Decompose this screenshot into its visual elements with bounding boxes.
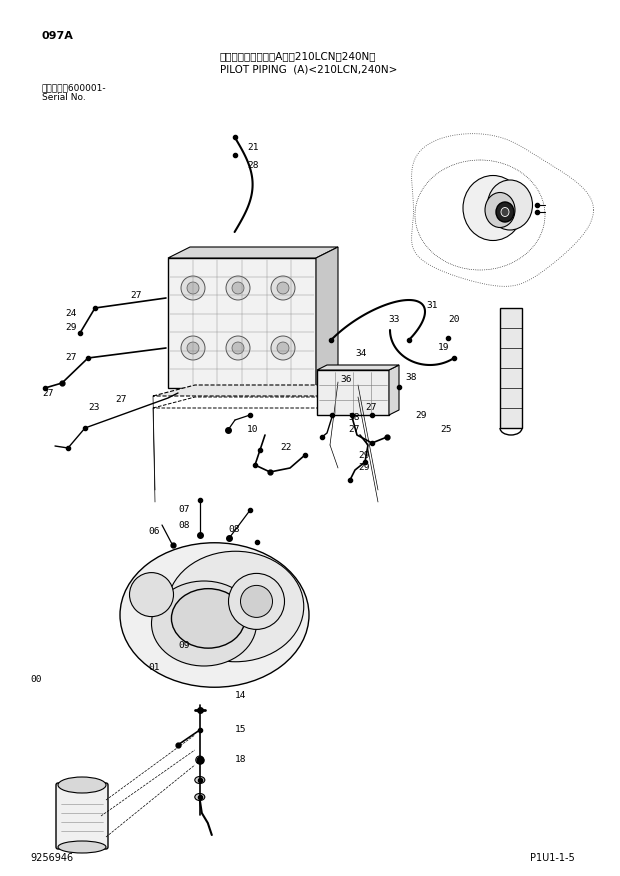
Polygon shape bbox=[389, 365, 399, 415]
Text: 21: 21 bbox=[247, 144, 259, 152]
Text: 10: 10 bbox=[247, 426, 259, 434]
Polygon shape bbox=[153, 385, 358, 396]
Bar bbox=[168, 258, 316, 388]
Circle shape bbox=[277, 282, 289, 294]
Text: 15: 15 bbox=[235, 725, 247, 734]
Text: 23: 23 bbox=[88, 402, 99, 412]
Circle shape bbox=[241, 585, 273, 618]
Bar bbox=[317, 370, 389, 415]
Text: 38: 38 bbox=[405, 373, 417, 383]
Text: 20: 20 bbox=[448, 315, 459, 324]
Circle shape bbox=[271, 276, 295, 300]
Text: 01: 01 bbox=[148, 663, 159, 673]
Circle shape bbox=[181, 276, 205, 300]
Text: 08: 08 bbox=[228, 526, 239, 534]
Text: パイロット配管　（A）＜210LCN，240N＞: パイロット配管 （A）＜210LCN，240N＞ bbox=[220, 51, 376, 61]
Ellipse shape bbox=[463, 175, 523, 241]
Ellipse shape bbox=[195, 776, 205, 783]
Ellipse shape bbox=[487, 180, 533, 230]
Ellipse shape bbox=[195, 794, 205, 801]
Circle shape bbox=[229, 574, 285, 629]
Text: 27: 27 bbox=[65, 354, 76, 363]
FancyBboxPatch shape bbox=[56, 783, 108, 849]
Text: 適用号機　600001-: 適用号機 600001- bbox=[42, 83, 107, 93]
Polygon shape bbox=[168, 247, 338, 258]
Circle shape bbox=[187, 342, 199, 354]
Ellipse shape bbox=[58, 777, 106, 793]
Circle shape bbox=[232, 342, 244, 354]
Ellipse shape bbox=[167, 551, 304, 661]
Circle shape bbox=[187, 282, 199, 294]
Text: 29: 29 bbox=[65, 323, 76, 333]
Text: 27: 27 bbox=[115, 395, 126, 405]
Text: 31: 31 bbox=[426, 301, 438, 310]
Text: 07: 07 bbox=[178, 505, 190, 514]
Text: 28: 28 bbox=[247, 161, 259, 171]
Text: 097A: 097A bbox=[42, 31, 74, 41]
Ellipse shape bbox=[485, 193, 515, 228]
Text: 14: 14 bbox=[235, 690, 247, 700]
Text: PILOT PIPING  (A)<210LCN,240N>: PILOT PIPING (A)<210LCN,240N> bbox=[220, 65, 397, 75]
Text: 29: 29 bbox=[358, 463, 370, 472]
Text: 27: 27 bbox=[130, 291, 141, 300]
Text: P1U1-1-5: P1U1-1-5 bbox=[530, 853, 575, 863]
Text: 06: 06 bbox=[148, 527, 159, 536]
Text: 27: 27 bbox=[365, 404, 376, 413]
Text: 19: 19 bbox=[438, 343, 450, 352]
Circle shape bbox=[181, 336, 205, 360]
Ellipse shape bbox=[501, 208, 509, 216]
Circle shape bbox=[271, 336, 295, 360]
Text: 25: 25 bbox=[440, 426, 451, 434]
Ellipse shape bbox=[120, 543, 309, 688]
Text: 29: 29 bbox=[358, 450, 370, 460]
Text: 22: 22 bbox=[280, 443, 291, 453]
Circle shape bbox=[232, 282, 244, 294]
Circle shape bbox=[196, 756, 204, 764]
Text: 18: 18 bbox=[235, 755, 247, 765]
Text: 33: 33 bbox=[388, 315, 399, 324]
Text: 9256946: 9256946 bbox=[30, 853, 73, 863]
Circle shape bbox=[130, 573, 174, 617]
Text: 38: 38 bbox=[348, 413, 360, 422]
Ellipse shape bbox=[151, 581, 257, 666]
Text: Serial No.: Serial No. bbox=[42, 94, 86, 102]
Ellipse shape bbox=[172, 589, 245, 648]
Text: 24: 24 bbox=[65, 309, 76, 319]
Bar bbox=[500, 308, 522, 428]
Circle shape bbox=[226, 336, 250, 360]
Polygon shape bbox=[317, 365, 399, 370]
Text: 34: 34 bbox=[355, 350, 366, 358]
Text: 09: 09 bbox=[178, 641, 190, 651]
Text: 29: 29 bbox=[415, 411, 427, 420]
Text: 36: 36 bbox=[340, 376, 352, 385]
Text: 27: 27 bbox=[348, 426, 360, 434]
Circle shape bbox=[226, 276, 250, 300]
Polygon shape bbox=[316, 247, 338, 388]
Text: 00: 00 bbox=[30, 675, 42, 684]
Circle shape bbox=[277, 342, 289, 354]
Ellipse shape bbox=[496, 202, 514, 222]
Text: 08: 08 bbox=[178, 520, 190, 529]
Text: 27: 27 bbox=[42, 388, 53, 398]
Ellipse shape bbox=[58, 841, 106, 853]
